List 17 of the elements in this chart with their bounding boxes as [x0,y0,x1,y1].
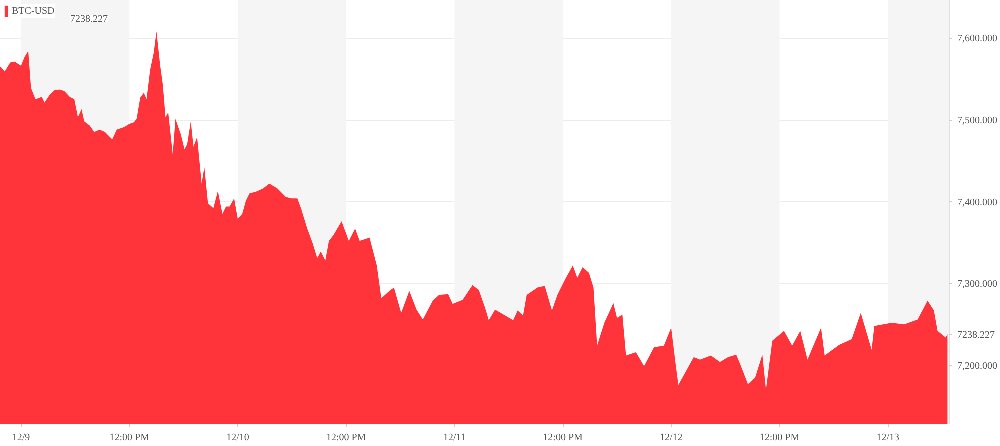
y-tick-label: 7,200.000 [958,361,998,372]
annotation: 7238.227 [70,14,108,25]
x-tick-label: 12/11 [443,432,466,444]
x-tick-label: 12:00 PM [760,432,800,444]
x-tick-label: 12/12 [660,432,683,444]
y-tick-label: 7,600.000 [958,34,998,45]
y-tick-label: 7,400.000 [958,197,998,208]
y-tick-label: 7238.227 [958,330,995,341]
x-tick-label: 12:00 PM [543,432,584,444]
x-tick-label: 12:00 PM [326,432,366,444]
x-tick-label: 12/10 [226,432,250,444]
x-tick-label: 12:00 PM [110,432,150,444]
y-tick-label: 7,300.000 [958,279,998,290]
legend-label: BTC-USD [12,6,55,16]
y-tick-label: 7,500.000 [958,116,998,127]
x-tick-label: 12/9 [12,432,30,444]
x-tick-label: 12/13 [876,432,900,444]
